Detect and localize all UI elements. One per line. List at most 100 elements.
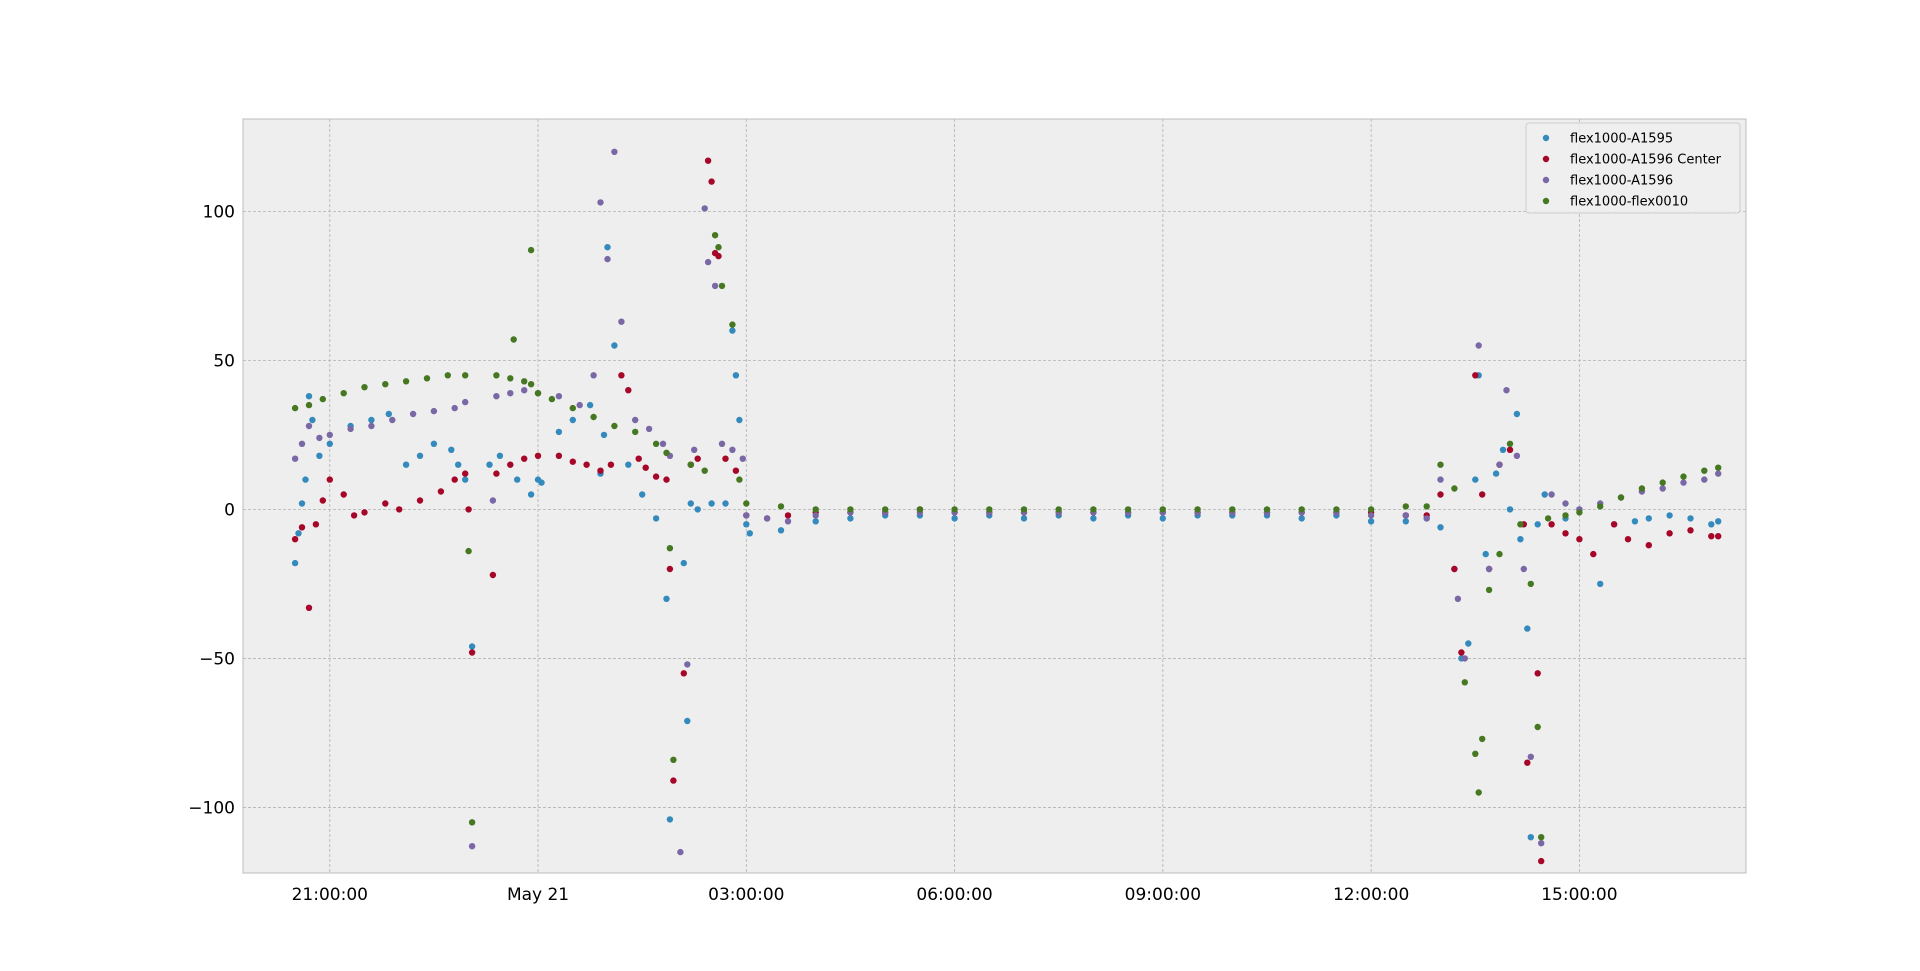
data-point	[1461, 679, 1469, 686]
legend-marker	[1542, 197, 1550, 205]
data-point	[468, 843, 476, 850]
data-point	[607, 461, 615, 468]
data-point	[350, 512, 358, 519]
data-point	[1451, 565, 1458, 573]
data-point	[1715, 464, 1722, 471]
y-tick-label: 50	[213, 351, 235, 371]
data-point	[694, 455, 701, 462]
data-point	[1229, 506, 1236, 513]
data-point	[430, 407, 438, 415]
data-point	[1402, 518, 1410, 525]
legend-marker	[1542, 155, 1550, 163]
data-point	[1263, 506, 1271, 513]
data-point	[652, 473, 660, 480]
y-tick-label: 0	[224, 500, 235, 520]
data-point	[1538, 834, 1545, 841]
data-point	[1666, 512, 1673, 519]
data-point	[1333, 506, 1340, 513]
data-point	[1496, 550, 1503, 558]
data-point	[632, 428, 639, 436]
data-point	[812, 518, 819, 525]
data-point	[416, 497, 424, 504]
data-point	[291, 404, 299, 412]
data-point	[521, 455, 528, 462]
data-point	[527, 246, 535, 254]
data-point	[538, 479, 545, 486]
data-point	[468, 649, 476, 656]
data-point	[514, 476, 521, 483]
data-point	[1298, 506, 1305, 513]
data-point	[305, 401, 313, 409]
data-point	[1617, 494, 1625, 501]
data-point	[1534, 521, 1541, 528]
data-point	[1562, 530, 1569, 537]
data-point	[916, 506, 924, 513]
data-point	[600, 431, 608, 439]
data-point	[704, 258, 712, 266]
data-point	[1492, 470, 1500, 477]
data-point	[642, 464, 649, 471]
data-point	[1659, 479, 1666, 486]
data-point	[1534, 723, 1541, 731]
data-point	[1465, 640, 1472, 647]
data-point	[684, 717, 691, 725]
data-point	[666, 816, 674, 823]
data-point	[291, 559, 299, 567]
data-point	[1159, 515, 1167, 522]
data-point	[1090, 515, 1097, 522]
data-point	[468, 819, 476, 826]
data-point	[309, 416, 316, 424]
data-point	[1437, 461, 1444, 468]
data-point	[1715, 533, 1722, 540]
grid	[243, 119, 1746, 873]
data-point	[625, 387, 632, 394]
data-point	[645, 425, 653, 433]
data-point	[569, 416, 576, 424]
data-point	[1159, 506, 1167, 513]
data-point	[576, 401, 583, 409]
data-point	[1367, 512, 1375, 519]
data-point	[382, 381, 389, 388]
data-point	[1506, 440, 1514, 447]
data-point	[625, 461, 632, 468]
data-point	[729, 321, 736, 328]
data-point	[507, 375, 514, 382]
data-point	[722, 455, 729, 462]
data-point	[1402, 512, 1410, 519]
data-point	[732, 372, 740, 379]
y-tick-label: −100	[188, 798, 235, 818]
data-point	[1520, 565, 1528, 573]
data-point	[1562, 512, 1569, 519]
data-point	[1496, 461, 1503, 468]
data-point	[691, 446, 698, 453]
data-point	[1055, 506, 1062, 513]
data-point	[1638, 485, 1646, 492]
data-point	[1666, 530, 1673, 537]
data-point	[729, 446, 736, 453]
data-point	[604, 255, 611, 263]
data-point	[739, 455, 746, 462]
series-1	[291, 244, 1722, 841]
data-point	[743, 500, 750, 507]
data-point	[1597, 503, 1604, 510]
data-point	[583, 461, 590, 468]
data-point	[389, 416, 396, 424]
data-point	[663, 449, 670, 456]
data-point	[1475, 342, 1482, 349]
data-point	[951, 515, 958, 522]
data-point	[316, 434, 323, 442]
data-point	[1458, 649, 1465, 656]
data-point	[326, 431, 333, 439]
data-point	[763, 515, 771, 522]
data-point	[396, 506, 403, 513]
data-point	[1687, 515, 1694, 522]
data-point	[1479, 735, 1486, 743]
data-point	[305, 422, 313, 430]
data-point	[455, 461, 462, 468]
data-point	[590, 413, 597, 421]
data-point	[430, 440, 438, 447]
x-tick-label: 21:00:00	[292, 885, 368, 905]
data-point	[847, 506, 854, 513]
data-point	[1645, 542, 1653, 549]
y-tick-label: −50	[199, 649, 235, 669]
